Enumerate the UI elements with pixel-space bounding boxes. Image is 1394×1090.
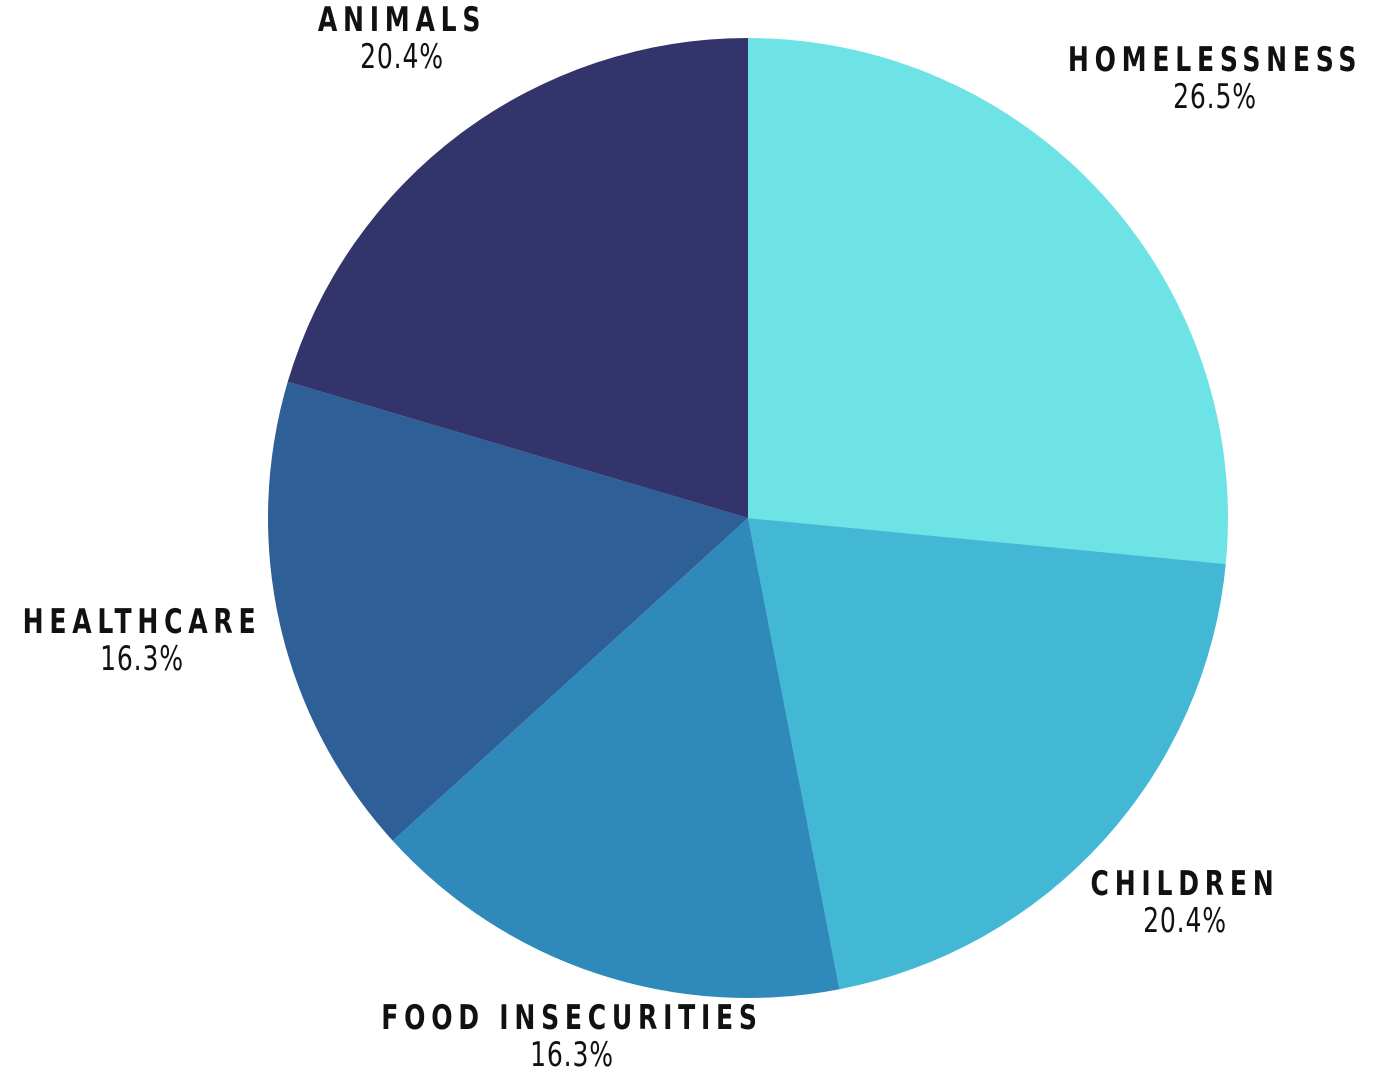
slice-label-food-insecurities: FOOD INSECURITIES 16.3%: [339, 998, 804, 1076]
slice-category-label: CHILDREN: [1090, 864, 1280, 904]
pie-slice-homelessness: [748, 38, 1228, 564]
slice-percent-label: 16.3%: [100, 639, 184, 680]
slice-percent-label: 16.3%: [530, 1035, 614, 1076]
slice-category-label: HOMELESSNESS: [1067, 40, 1363, 80]
slice-label-homelessness: HOMELESSNESS 26.5%: [1036, 40, 1394, 118]
pie-slice-healthcare: [267, 381, 748, 841]
slice-category-label: ANIMALS: [317, 0, 487, 40]
slice-category-label: FOOD INSECURITIES: [381, 998, 763, 1038]
slice-label-healthcare: HEALTHCARE 16.3%: [0, 602, 288, 680]
pie-slice-animals: [287, 38, 748, 518]
slice-label-animals: ANIMALS 20.4%: [299, 0, 504, 78]
slice-percent-label: 20.4%: [360, 37, 444, 78]
slice-percent-label: 20.4%: [1143, 901, 1227, 942]
slice-percent-label: 26.5%: [1173, 77, 1257, 118]
slice-category-label: HEALTHCARE: [22, 602, 262, 642]
slice-label-children: CHILDREN 20.4%: [1070, 864, 1300, 942]
pie-slice-food-insecurities: [392, 518, 840, 999]
pie-slice-children: [748, 518, 1226, 990]
